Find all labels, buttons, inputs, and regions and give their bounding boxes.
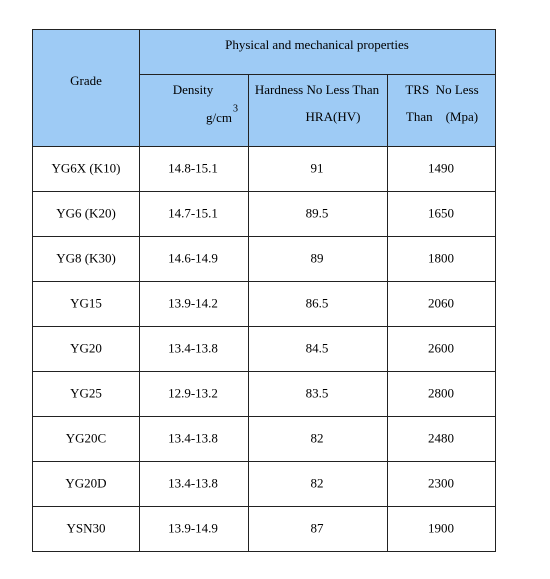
cell-text: YG20D [65,475,106,490]
cell-text: YG6 (K20) [56,205,116,220]
cell-text: 84.5 [306,340,329,355]
cell-text: 13.9-14.9 [168,520,218,535]
cell [139,236,249,282]
cell-text: 2300 [428,475,454,490]
cell-text: 13.4-13.8 [168,430,218,445]
superscript: 3 [233,103,238,114]
cell [387,506,496,552]
cell [248,416,388,462]
cell-text: 2480 [428,430,454,445]
cell [387,146,496,192]
cell-text: 91 [311,160,324,175]
cell-text: 14.6-14.9 [168,250,218,265]
cell [387,326,496,372]
cell [248,371,388,417]
cell-text: YG8 (K30) [56,250,116,265]
table-body: YG6X (K10) 14.8-15.1 91 1490 YG6 (K20) 14.7-1… [32,146,496,552]
header-cell [387,74,496,147]
cell-text: 1800 [428,250,454,265]
header-cell [32,29,140,147]
cell-text: 12.9-13.2 [168,385,218,400]
cell-text: 13.9-14.2 [168,295,218,310]
cell-text: 83.5 [306,385,329,400]
cell-text: 82 [311,475,324,490]
cell-text: YSN30 [66,520,105,535]
cell [139,326,249,372]
cell [387,371,496,417]
header-cell [139,74,249,147]
header-text: Grade [70,73,102,88]
cell [248,506,388,552]
cell [387,236,496,282]
cell-text: YG25 [70,385,102,400]
cell [248,281,388,327]
cell-text: 1900 [428,520,454,535]
header-text: Than (Mpa) [406,109,478,124]
header-text: Physical and mechanical properties [225,37,409,52]
cell-text: 14.7-15.1 [168,205,218,220]
cell [387,281,496,327]
header-text: Hardness No Less Than [255,82,380,97]
cell-text: 13.4-13.8 [168,475,218,490]
cell-text: 2600 [428,340,454,355]
cell-text: 14.8-15.1 [168,160,218,175]
cell-text: YG6X (K10) [52,160,121,175]
cell [139,281,249,327]
cell [139,191,249,237]
cell-text: 82 [311,430,324,445]
cell-text: 86.5 [306,295,329,310]
cell [32,281,140,327]
header-text: TRS No Less [405,82,478,97]
cell-text: 89.5 [306,205,329,220]
header-cell [139,29,496,75]
cell-text: YG20 [70,340,102,355]
header-cell [248,74,388,147]
cell-text: 1490 [428,160,454,175]
cell-text: YG20C [66,430,106,445]
cell [139,506,249,552]
cell [32,371,140,417]
header-text: Density [173,82,214,97]
header-text: HRA(HV) [306,109,361,124]
cell [248,326,388,372]
cell-text: 2060 [428,295,454,310]
cell-text: 1650 [428,205,454,220]
cell-text: 89 [311,250,324,265]
header-text: g/cm [206,110,232,125]
cell-text: 87 [311,520,325,535]
cell [32,416,140,462]
cell [32,506,140,552]
cell-text: 2800 [428,385,454,400]
header: Grade Physical and mechanical properties… [32,29,496,147]
cell [387,191,496,237]
cell [387,461,496,507]
cell [32,326,140,372]
cell [139,146,249,192]
cell-text: 13.4-13.8 [168,340,218,355]
cell-text: YG15 [70,295,102,310]
